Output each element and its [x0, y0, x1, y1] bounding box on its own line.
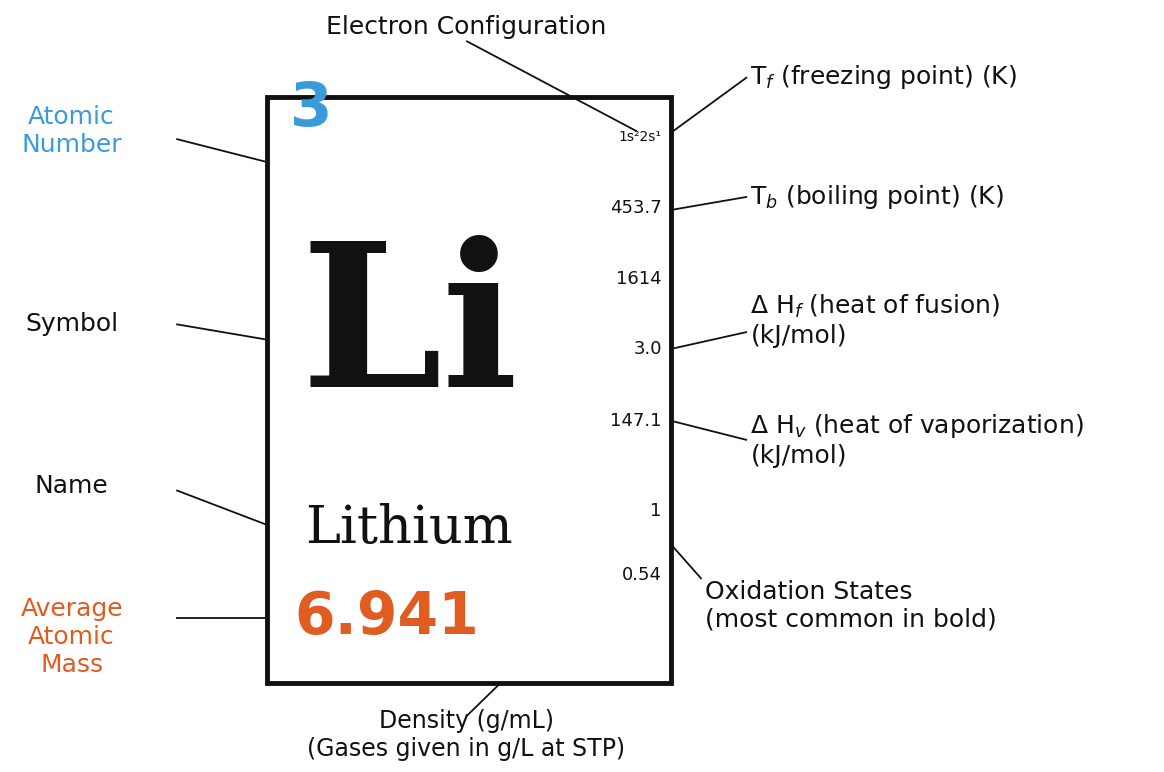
- Text: Electron Configuration: Electron Configuration: [326, 15, 606, 39]
- Text: T$_f$ (freezing point) (K): T$_f$ (freezing point) (K): [751, 63, 1017, 91]
- Text: 1s²2s¹: 1s²2s¹: [619, 130, 662, 144]
- Text: 0.54: 0.54: [622, 566, 662, 584]
- Text: Density (g/mL)
(Gases given in g/L at STP): Density (g/mL) (Gases given in g/L at ST…: [307, 709, 625, 761]
- Text: Δ H$_v$ (heat of vaporization)
(kJ/mol): Δ H$_v$ (heat of vaporization) (kJ/mol): [751, 412, 1084, 468]
- Text: 1614: 1614: [616, 270, 662, 289]
- Text: Oxidation States
(most common in bold): Oxidation States (most common in bold): [705, 580, 996, 632]
- Text: Name: Name: [35, 474, 108, 499]
- Text: 1: 1: [651, 502, 662, 520]
- Text: 6.941: 6.941: [294, 589, 478, 646]
- Bar: [268, 96, 670, 683]
- Text: Δ H$_f$ (heat of fusion)
(kJ/mol): Δ H$_f$ (heat of fusion) (kJ/mol): [751, 293, 1001, 348]
- Text: 453.7: 453.7: [610, 199, 662, 218]
- Text: 147.1: 147.1: [610, 411, 662, 430]
- Text: Lithium: Lithium: [305, 503, 513, 554]
- Text: 3.0: 3.0: [633, 340, 662, 358]
- Text: Average
Atomic
Mass: Average Atomic Mass: [20, 597, 123, 677]
- Text: Symbol: Symbol: [26, 312, 119, 337]
- Text: 3: 3: [290, 80, 333, 139]
- Text: T$_b$ (boiling point) (K): T$_b$ (boiling point) (K): [751, 183, 1005, 211]
- Text: Atomic
Number: Atomic Number: [21, 105, 122, 157]
- Text: Li: Li: [300, 235, 518, 429]
